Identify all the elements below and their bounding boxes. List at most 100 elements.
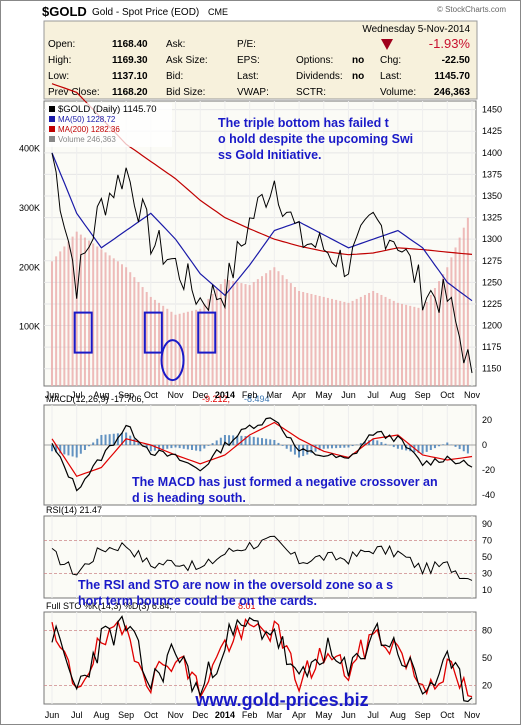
volume-bar: [462, 227, 465, 386]
x-tick-label: Mar: [267, 710, 283, 720]
volume-bar: [207, 298, 210, 386]
x-tick-label: Oct: [440, 390, 455, 400]
x-tick-label: Jun: [45, 390, 60, 400]
x-tick-label: 2014: [215, 390, 235, 400]
macd-histogram-bar: [293, 445, 296, 455]
volume-bar: [121, 264, 123, 386]
macd-histogram-bar: [219, 437, 222, 445]
x-tick-label: Aug: [93, 390, 109, 400]
x-tick-label: Nov: [464, 390, 481, 400]
volume-bar: [335, 299, 338, 386]
x-tick-label: Aug: [390, 710, 406, 720]
macd-histogram-bar: [306, 445, 309, 455]
macd-legend: -8.494: [244, 394, 270, 404]
macd-histogram-bar: [55, 445, 58, 453]
volume-bar: [186, 311, 189, 386]
quote-label: Ask:: [166, 39, 185, 50]
quote-label: Ask Size:: [166, 55, 208, 66]
macd-histogram-bar: [265, 438, 268, 445]
quote-value: 1145.70: [434, 71, 470, 82]
volume-bar: [232, 281, 235, 386]
macd-histogram-bar: [240, 435, 243, 445]
macd-histogram-bar: [462, 445, 465, 452]
y-tick-label: 1200: [482, 321, 502, 331]
volume-bar: [429, 294, 432, 386]
macd-histogram-bar: [401, 445, 403, 450]
volume-bar: [104, 252, 107, 386]
breakdown-ellipse: [160, 339, 185, 382]
bottom-box: [197, 311, 217, 354]
y-tick-label: 1325: [482, 213, 502, 223]
volume-bar: [51, 261, 53, 386]
macd-histogram-bar: [442, 444, 445, 445]
macd-histogram-bar: [166, 445, 169, 449]
quote-label: EPS:: [237, 55, 260, 66]
legend-entry: MA(50) 1228.72: [58, 115, 116, 124]
rsi-panel: 90 70 50 30 10 RSI(14) 21.47: [43, 505, 492, 599]
y-tick-label: 10: [482, 585, 492, 595]
rsi-legend: RSI(14) 21.47: [46, 505, 102, 515]
macd-panel: 20 0 -20 -40 MACD(12,26,9) -17.706, -9.212, -8…: [43, 394, 495, 506]
volume-bar: [446, 267, 449, 386]
volume-bar: [401, 303, 403, 386]
panel-frame: [43, 100, 477, 387]
legend-swatch: [49, 106, 55, 112]
macd-histogram-bar: [207, 445, 210, 446]
quote-date: Wednesday 5-Nov-2014: [362, 24, 470, 35]
legend-bg: [46, 103, 172, 147]
macd-histogram-bar: [178, 445, 181, 449]
volume-bar: [256, 279, 259, 386]
volume-bar: [380, 294, 383, 386]
macd-histogram-bar: [466, 445, 469, 454]
macd-histogram-bar: [363, 441, 366, 445]
x-tick-label: Jul: [367, 390, 379, 400]
macd-histogram-bar: [335, 445, 338, 449]
macd-histogram-bar: [314, 445, 317, 452]
legend-swatch: [49, 126, 55, 132]
exchange: CME: [208, 7, 228, 17]
volume-tick-label: 400K: [19, 144, 40, 154]
volume-bar: [417, 307, 420, 386]
instrument-name: Gold - Spot Price (EOD): [92, 7, 199, 18]
macd-histogram-bar: [438, 445, 441, 447]
volume-bar: [129, 272, 132, 386]
volume-bar: [170, 311, 173, 386]
volume-bar: [425, 301, 428, 386]
volume-bar: [236, 282, 239, 386]
macd-histogram-bar: [116, 433, 119, 445]
macd-histogram-bar: [199, 445, 202, 452]
quote-label: Prev Close:: [48, 87, 100, 98]
volume-bar: [116, 261, 119, 386]
macd-histogram-bar: [273, 440, 276, 445]
macd-histogram-bar: [137, 441, 140, 445]
price-annotation: The triple bottom has failed t o hold de…: [218, 116, 417, 162]
footer-url: www.gold-prices.biz: [194, 690, 368, 710]
volume-bar: [339, 300, 342, 386]
volume-bar: [211, 293, 214, 386]
volume-bar: [433, 288, 436, 386]
quote-label: Bid:: [166, 71, 183, 82]
quote-rows: Open: 1168.40 High: 1169.30 Low: 1137.10 Prev …: [48, 39, 470, 98]
macd-legend: -9.212,: [202, 394, 230, 404]
volume-bar: [75, 231, 78, 386]
y-tick-label: 1300: [482, 234, 502, 244]
macd-histogram-bar: [425, 445, 428, 452]
y-tick-label: 70: [482, 536, 492, 546]
quote-label: Open:: [48, 39, 75, 50]
volume-bar: [302, 291, 305, 386]
y-tick-label: 90: [482, 519, 492, 529]
x-tick-label: Sep: [118, 710, 134, 720]
volume-bar: [293, 287, 296, 386]
quote-value: no: [352, 71, 364, 82]
y-tick-label: 1175: [482, 342, 501, 352]
legend-entry: Volume 246,363: [58, 135, 116, 144]
quote-label: Options:: [296, 55, 333, 66]
volume-bar: [281, 275, 284, 386]
volume-bar: [265, 273, 268, 386]
x-tick-label: Oct: [144, 710, 159, 720]
quote-label: SCTR:: [296, 87, 326, 98]
macd-histogram-bar: [384, 443, 387, 445]
macd-histogram-bar: [67, 445, 70, 456]
x-tick-label: Oct: [144, 390, 159, 400]
quote-value: 1168.40: [112, 39, 148, 50]
